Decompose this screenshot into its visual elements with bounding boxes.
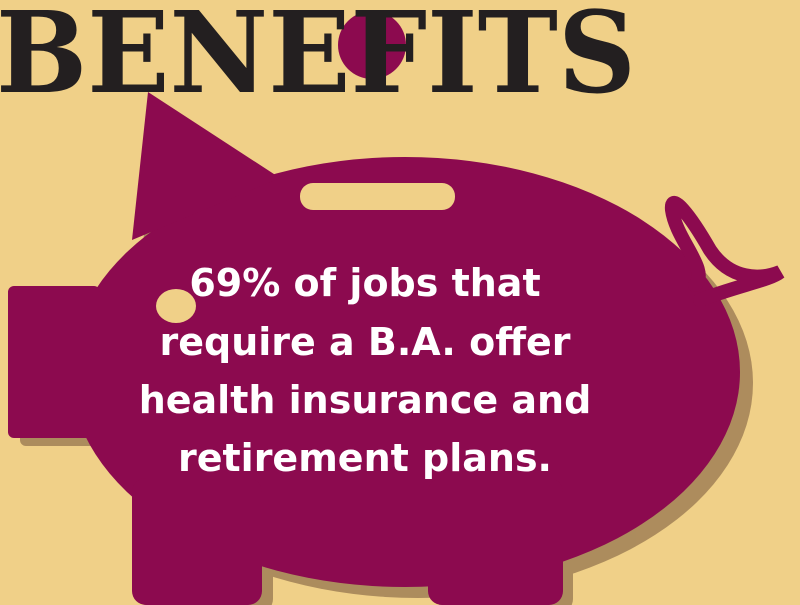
statement-line: health insurance and	[139, 378, 592, 422]
pig-tail	[664, 196, 785, 307]
coin-slot	[300, 183, 455, 210]
pig-eye	[156, 289, 196, 323]
statement-line: 69% of jobs that	[189, 261, 540, 305]
title: BENEFITS	[0, 0, 636, 119]
statement-line: require a B.A. offer	[160, 320, 571, 364]
piggy-bank	[8, 11, 740, 605]
statement-line: retirement plans.	[178, 436, 552, 480]
